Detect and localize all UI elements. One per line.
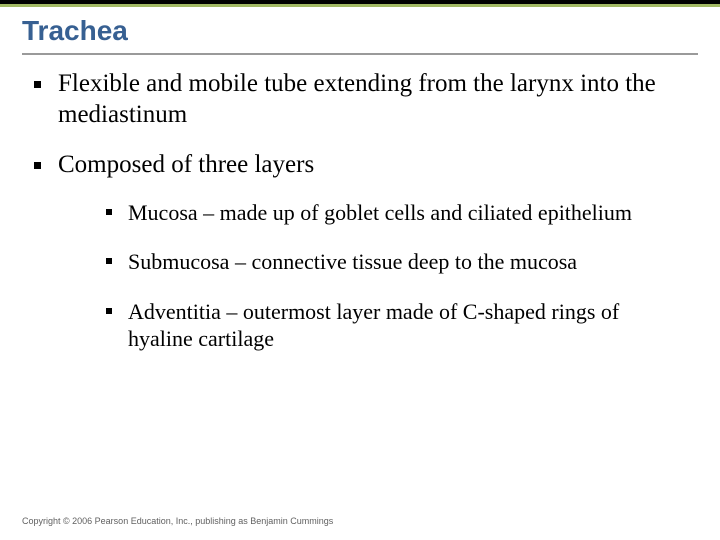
list-item: Mucosa – made up of goblet cells and cil… <box>58 199 684 227</box>
bullet-text: Composed of three layers <box>58 151 314 178</box>
bullet-list: Flexible and mobile tube extending from … <box>28 69 684 353</box>
list-item: Adventitia – outermost layer made of C-s… <box>58 298 684 353</box>
bullet-text: Mucosa – made up of goblet cells and cil… <box>128 200 632 225</box>
title-underline <box>22 53 698 55</box>
list-item: Submucosa – connective tissue deep to th… <box>58 248 684 276</box>
bullet-text: Flexible and mobile tube extending from … <box>58 70 656 128</box>
copyright-footer: Copyright © 2006 Pearson Education, Inc.… <box>22 516 333 526</box>
bullet-text: Submucosa – connective tissue deep to th… <box>128 249 577 274</box>
sub-bullet-list: Mucosa – made up of goblet cells and cil… <box>58 199 684 353</box>
list-item: Flexible and mobile tube extending from … <box>28 69 684 130</box>
slide-title: Trachea <box>0 7 720 53</box>
list-item: Composed of three layers Mucosa – made u… <box>28 150 684 353</box>
content-area: Flexible and mobile tube extending from … <box>0 69 720 353</box>
bullet-text: Adventitia – outermost layer made of C-s… <box>128 299 619 352</box>
